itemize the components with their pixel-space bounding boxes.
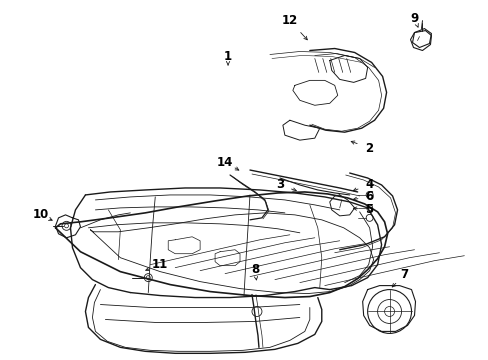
Text: 8: 8 [250, 263, 259, 276]
Text: 1: 1 [224, 50, 232, 63]
Text: 9: 9 [409, 12, 418, 25]
Text: 4: 4 [365, 179, 373, 192]
Text: 6: 6 [365, 190, 373, 203]
Text: 5: 5 [365, 203, 373, 216]
Text: 10: 10 [32, 208, 49, 221]
Text: 3: 3 [275, 179, 284, 192]
Text: 2: 2 [365, 141, 373, 155]
Text: 12: 12 [281, 14, 297, 27]
Text: 11: 11 [152, 258, 168, 271]
Text: 7: 7 [400, 268, 408, 281]
Text: 14: 14 [216, 156, 233, 168]
